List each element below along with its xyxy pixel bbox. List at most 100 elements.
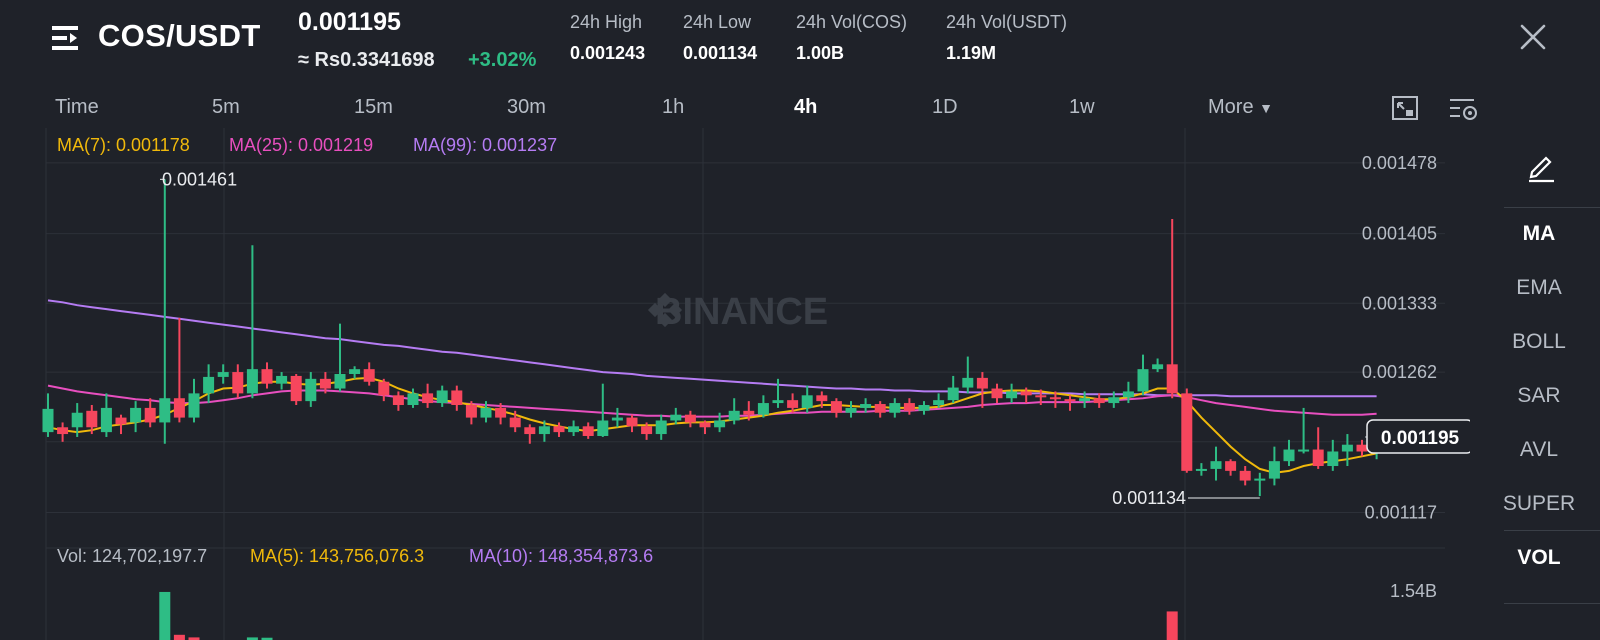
indicator-sar[interactable]: SAR [1517, 384, 1561, 407]
candle-body [1225, 461, 1237, 471]
candle-body [115, 417, 127, 425]
ma99-path [47, 299, 1377, 398]
candle-body [582, 426, 594, 436]
y-axis-labels: 0.001478 0.001405 0.001333 0.001262 0.001117 [1362, 153, 1437, 523]
more-dropdown[interactable]: More ▼ [1208, 96, 1273, 119]
candle-body [305, 378, 317, 402]
candle-body [1239, 470, 1251, 481]
tab-5m[interactable]: 5m [212, 96, 240, 118]
candle-body [422, 393, 434, 404]
logo-diamond [657, 312, 673, 328]
candle-body [728, 410, 740, 421]
ma-legend-item: MA(25): 0.001219 [229, 135, 373, 155]
candle-body [495, 407, 507, 418]
candle-body [1152, 364, 1164, 370]
candle-body [1327, 451, 1339, 467]
pair-title[interactable]: COS/USDT [98, 18, 261, 53]
candle-body [597, 420, 609, 436]
candle-body [874, 404, 886, 413]
indicator-vol[interactable]: VOL [1517, 546, 1561, 569]
indicator-ema[interactable]: EMA [1516, 276, 1562, 299]
candle-body [1181, 393, 1193, 471]
candle-body [159, 398, 171, 423]
stat-vol-usdt-value: 1.19M [946, 43, 997, 63]
volume-bar [188, 637, 200, 640]
tab-1h[interactable]: 1h [662, 96, 685, 118]
candle-body [1035, 395, 1047, 398]
price-chart[interactable]: BINANCE 0.001478 0.001405 0.001333 0.001262… [0, 128, 1470, 640]
candle-body [933, 400, 945, 405]
candle-body [962, 377, 974, 388]
volume-bar [159, 591, 171, 640]
ma-legend-item: MA(7): 0.001178 [57, 135, 190, 155]
chart-settings-icon[interactable] [1448, 94, 1480, 124]
ma25-path [47, 384, 1377, 418]
candle-body [918, 404, 930, 411]
candle-body [757, 403, 769, 415]
volume-bar [246, 637, 258, 640]
stat-high-value: 0.001243 [570, 43, 646, 63]
candle-body [743, 410, 755, 415]
candle-body [144, 407, 156, 423]
candle-body [217, 372, 229, 377]
indicator-ma[interactable]: MA [1522, 222, 1556, 245]
tab-time[interactable]: Time [55, 96, 99, 118]
candle-body [465, 404, 477, 418]
candle-body [1254, 478, 1266, 481]
candle-body [407, 393, 419, 405]
more-label: More [1208, 96, 1254, 118]
candle-body [611, 417, 623, 421]
indicator-boll[interactable]: BOLL [1512, 330, 1566, 353]
candle-body [670, 414, 682, 421]
candle-body [1210, 461, 1222, 469]
candle-body [100, 407, 112, 433]
candle-body [1356, 444, 1368, 452]
candle-body [699, 422, 711, 428]
candle-body [1108, 397, 1120, 404]
watermark-text: BINANCE [655, 291, 828, 333]
ma-legend-item: MA(99): 0.001237 [413, 135, 557, 155]
logo-diamond [657, 292, 673, 308]
candle-body [188, 393, 200, 418]
tab-30m[interactable]: 30m [507, 96, 546, 118]
y-tick-label: 0.001405 [1362, 224, 1437, 244]
header: COS/USDT 0.001195 ≈ Rs0.3341698 +3.02% 2… [0, 0, 1600, 86]
vol-legend: Vol: 124,702,197.7 [57, 546, 207, 566]
candle-body [538, 426, 550, 435]
candle-body [319, 378, 331, 389]
ma-legend: MA(7): 0.001178 MA(25): 0.001219 MA(99): 0… [57, 135, 557, 155]
candle-body [1283, 449, 1295, 462]
tab-15m[interactable]: 15m [354, 96, 393, 118]
candle-body [86, 410, 98, 428]
tab-4h[interactable]: 4h [794, 96, 818, 118]
fiat-price: ≈ Rs0.3341698 [298, 49, 435, 71]
candle-body [363, 369, 375, 382]
close-icon[interactable] [1518, 22, 1548, 52]
candle-body [626, 417, 638, 427]
candle-body [392, 395, 404, 405]
candle-body [1006, 391, 1018, 399]
y-tick-label: 0.001333 [1362, 293, 1437, 313]
draw-tool-icon[interactable] [1524, 150, 1558, 184]
layout-toggle-icon[interactable] [1390, 94, 1422, 124]
candle-body [1079, 398, 1091, 402]
candle-body [568, 426, 580, 433]
ma99-line [47, 299, 1377, 398]
candle-body [787, 400, 799, 408]
stat-vol-usdt-label: 24h Vol(USDT) [946, 12, 1068, 32]
tab-1d[interactable]: 1D [932, 96, 958, 118]
candle-body [714, 420, 726, 428]
candle-body [71, 412, 83, 428]
candle-body [1341, 444, 1353, 452]
menu-icon[interactable] [52, 24, 84, 52]
tab-1w[interactable]: 1w [1069, 96, 1095, 118]
volume-bar [173, 634, 185, 640]
vol-ma10-legend: MA(10): 148,354,873.6 [469, 546, 653, 566]
candle-body [42, 408, 54, 433]
candle-body [130, 407, 142, 423]
candle-body [991, 388, 1003, 399]
indicator-avl[interactable]: AVL [1519, 438, 1559, 461]
indicator-super[interactable]: SUPER [1502, 492, 1576, 515]
y-tick-label: 0.001478 [1362, 153, 1437, 173]
candle-body [246, 369, 258, 394]
